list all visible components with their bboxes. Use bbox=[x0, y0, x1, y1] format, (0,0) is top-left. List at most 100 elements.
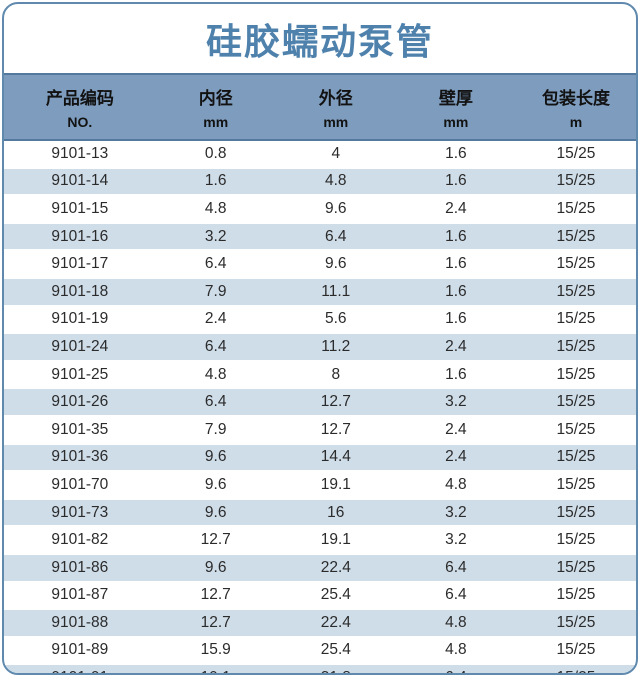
cell-product-code: 9101-89 bbox=[51, 641, 109, 659]
cell-pack-length-m: 15/25 bbox=[556, 420, 596, 438]
cell-wall-thickness-mm: 2.4 bbox=[445, 199, 467, 217]
column-header-pack-length: 包装长度 m bbox=[515, 73, 636, 141]
column-header-wall-thickness: 壁厚 mm bbox=[395, 73, 516, 141]
cell-product-code: 9101-16 bbox=[4, 221, 156, 252]
cell-outer-diameter-mm: 19.1 bbox=[320, 531, 351, 549]
cell-wall-thickness-mm: 2.4 bbox=[445, 420, 467, 438]
cell-wall-thickness-mm: 3.2 bbox=[445, 531, 467, 549]
table-row: 9101-13 0.8 4 1.6 15/25 bbox=[4, 140, 636, 168]
cell-wall-thickness-mm: 1.6 bbox=[445, 255, 467, 273]
cell-pack-length-m: 15/25 bbox=[515, 221, 636, 252]
column-label-inner-diameter: 内径 bbox=[198, 89, 233, 108]
cell-product-code: 9101-24 bbox=[4, 332, 156, 362]
cell-inner-diameter-mm: 4.8 bbox=[204, 365, 227, 383]
cell-inner-diameter-mm: 9.6 bbox=[155, 497, 276, 528]
cell-outer-diameter-mm: 4.8 bbox=[275, 166, 396, 197]
cell-pack-length-m: 15/25 bbox=[515, 276, 636, 307]
cell-product-code: 9101-91 bbox=[4, 663, 156, 673]
table-row: 9101-88 12.7 22.4 4.8 15/25 bbox=[4, 608, 636, 638]
cell-product-code: 9101-70 bbox=[51, 475, 109, 493]
cell-inner-diameter-mm: 9.6 bbox=[155, 442, 276, 473]
cell-outer-diameter-mm: 12.7 bbox=[320, 420, 351, 438]
cell-pack-length-m: 15/25 bbox=[556, 199, 596, 217]
cell-outer-diameter-mm: 22.4 bbox=[275, 608, 396, 638]
cell-outer-diameter-mm: 19.1 bbox=[320, 475, 351, 493]
column-header-product-code: 产品编码 NO. bbox=[4, 73, 156, 141]
cell-product-code: 9101-15 bbox=[51, 199, 109, 217]
cell-wall-thickness-mm: 1.6 bbox=[395, 166, 516, 197]
cell-outer-diameter-mm: 16 bbox=[275, 497, 396, 528]
cell-product-code: 9101-19 bbox=[51, 310, 109, 328]
column-label-product-code: 产品编码 bbox=[45, 89, 114, 108]
cell-wall-thickness-mm: 3.2 bbox=[395, 387, 516, 417]
cell-pack-length-m: 15/25 bbox=[556, 641, 596, 659]
column-header-inner-diameter: 内径 mm bbox=[155, 73, 276, 141]
column-unit-inner-diameter: mm bbox=[203, 114, 229, 130]
column-label-wall-thickness: 壁厚 bbox=[438, 89, 473, 108]
cell-inner-diameter-mm: 1.6 bbox=[155, 166, 276, 197]
cell-pack-length-m: 15/25 bbox=[515, 608, 636, 638]
table-row: 9101-16 3.2 6.4 1.6 15/25 bbox=[4, 221, 636, 252]
table-row: 9101-17 6.4 9.6 1.6 15/25 bbox=[4, 250, 636, 278]
cell-wall-thickness-mm: 4.8 bbox=[395, 608, 516, 638]
cell-outer-diameter-mm: 12.7 bbox=[275, 387, 396, 417]
spec-table: 产品编码 NO. 内径 mm 外径 mm 壁厚 mm 包装长度 m bbox=[4, 73, 636, 673]
cell-product-code: 9101-82 bbox=[51, 531, 109, 549]
cell-inner-diameter-mm: 4.8 bbox=[204, 199, 227, 217]
column-unit-product-code: NO. bbox=[67, 114, 93, 130]
cell-inner-diameter-mm: 19.1 bbox=[155, 663, 276, 673]
cell-pack-length-m: 15/25 bbox=[515, 552, 636, 583]
cell-inner-diameter-mm: 6.4 bbox=[204, 255, 227, 273]
table-row: 9101-24 6.4 11.2 2.4 15/25 bbox=[4, 332, 636, 362]
cell-pack-length-m: 15/25 bbox=[515, 387, 636, 417]
table-row: 9101-18 7.9 11.1 1.6 15/25 bbox=[4, 276, 636, 307]
cell-inner-diameter-mm: 2.4 bbox=[204, 310, 227, 328]
table-row: 9101-26 6.4 12.7 3.2 15/25 bbox=[4, 387, 636, 417]
table-row: 9101-19 2.4 5.6 1.6 15/25 bbox=[4, 306, 636, 334]
cell-outer-diameter-mm: 8 bbox=[331, 365, 341, 383]
cell-outer-diameter-mm: 31.8 bbox=[275, 663, 396, 673]
table-row: 9101-86 9.6 22.4 6.4 15/25 bbox=[4, 552, 636, 583]
cell-inner-diameter-mm: 7.9 bbox=[155, 276, 276, 307]
column-label-outer-diameter: 外径 bbox=[318, 89, 353, 108]
cell-product-code: 9101-87 bbox=[51, 586, 109, 604]
cell-outer-diameter-mm: 4 bbox=[331, 144, 341, 162]
cell-pack-length-m: 15/25 bbox=[515, 497, 636, 528]
cell-wall-thickness-mm: 2.4 bbox=[395, 442, 516, 473]
table-row: 9101-70 9.6 19.1 4.8 15/25 bbox=[4, 471, 636, 499]
cell-pack-length-m: 15/25 bbox=[556, 586, 596, 604]
cell-inner-diameter-mm: 15.9 bbox=[200, 641, 231, 659]
table-row: 9101-9119.131.86.415/25 bbox=[4, 663, 636, 673]
table-row: 9101-87 12.7 25.4 6.4 15/25 bbox=[4, 582, 636, 610]
cell-pack-length-m: 15/25 bbox=[556, 310, 596, 328]
cell-wall-thickness-mm: 6.4 bbox=[395, 663, 516, 673]
cell-outer-diameter-mm: 6.4 bbox=[275, 221, 396, 252]
table-row: 9101-36 9.6 14.4 2.4 15/25 bbox=[4, 442, 636, 473]
cell-outer-diameter-mm: 11.1 bbox=[275, 276, 396, 307]
cell-wall-thickness-mm: 2.4 bbox=[395, 332, 516, 362]
cell-inner-diameter-mm: 12.7 bbox=[200, 586, 231, 604]
cell-wall-thickness-mm: 1.6 bbox=[445, 144, 467, 162]
cell-product-code: 9101-13 bbox=[51, 144, 109, 162]
table-row: 9101-25 4.8 8 1.6 15/25 bbox=[4, 361, 636, 389]
cell-wall-thickness-mm: 4.8 bbox=[445, 475, 467, 493]
cell-pack-length-m: 15/25 bbox=[556, 255, 596, 273]
cell-product-code: 9101-14 bbox=[4, 166, 156, 197]
cell-wall-thickness-mm: 1.6 bbox=[395, 221, 516, 252]
cell-outer-diameter-mm: 14.4 bbox=[275, 442, 396, 473]
cell-pack-length-m: 15/25 bbox=[515, 663, 636, 673]
cell-inner-diameter-mm: 0.8 bbox=[204, 144, 227, 162]
cell-pack-length-m: 15/25 bbox=[556, 144, 596, 162]
column-unit-outer-diameter: mm bbox=[323, 114, 349, 130]
cell-wall-thickness-mm: 3.2 bbox=[395, 497, 516, 528]
table-row: 9101-73 9.6 16 3.2 15/25 bbox=[4, 497, 636, 528]
column-unit-wall-thickness: mm bbox=[443, 114, 469, 130]
cell-product-code: 9101-86 bbox=[4, 552, 156, 583]
cell-inner-diameter-mm: 7.9 bbox=[204, 420, 227, 438]
cell-wall-thickness-mm: 4.8 bbox=[445, 641, 467, 659]
cell-outer-diameter-mm: 9.6 bbox=[325, 255, 347, 273]
cell-wall-thickness-mm: 1.6 bbox=[395, 276, 516, 307]
page-title: 硅胶蠕动泵管 bbox=[205, 20, 434, 62]
table-body: 9101-13 0.8 4 1.6 15/25 9101-14 1.6 4.8 1.6 15/25… bbox=[4, 140, 636, 673]
